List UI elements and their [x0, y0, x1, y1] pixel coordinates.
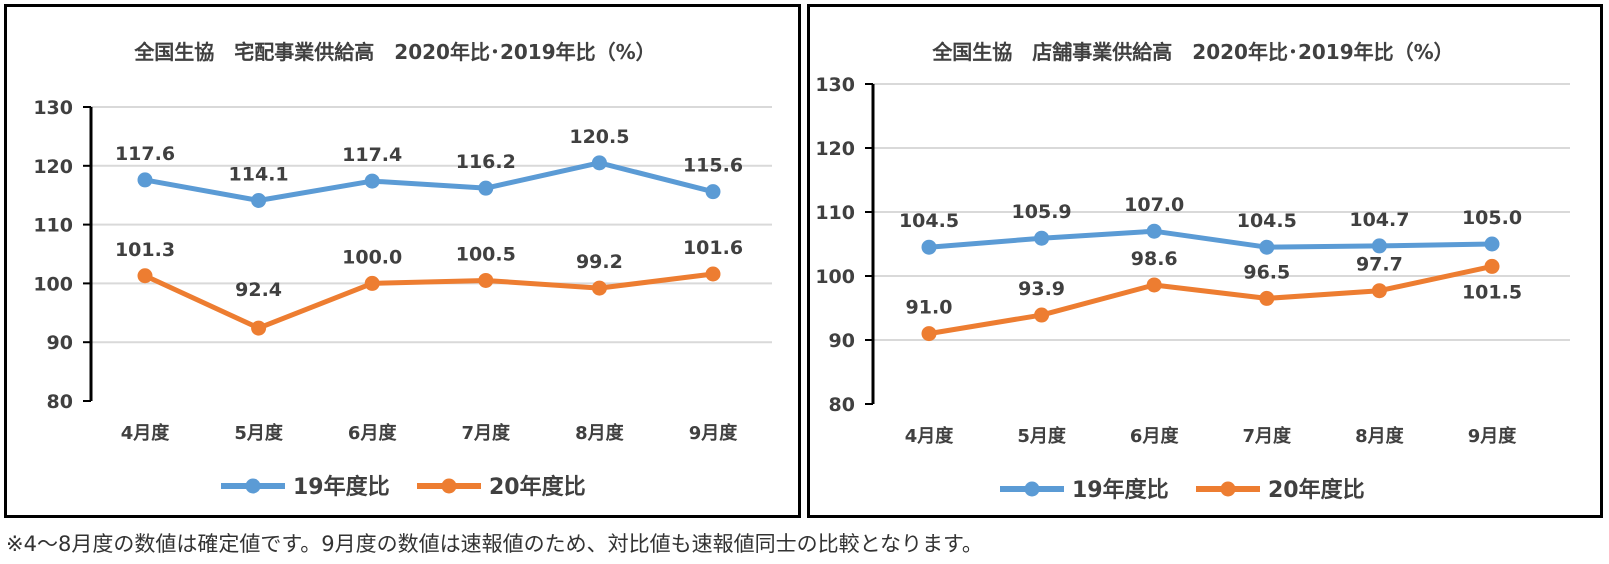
- data-label: 101.5: [1462, 281, 1522, 303]
- data-label: 99.2: [576, 251, 623, 273]
- data-point: [1484, 258, 1500, 274]
- data-point: [251, 192, 267, 208]
- y-tick-label: 130: [33, 97, 73, 119]
- data-point: [1146, 277, 1162, 293]
- data-label: 98.6: [1131, 248, 1178, 270]
- data-label: 105.9: [1012, 201, 1072, 223]
- data-point: [921, 326, 937, 342]
- x-tick-label: 9月度: [689, 422, 739, 444]
- data-point: [364, 173, 380, 189]
- data-label: 101.3: [115, 239, 175, 261]
- data-point: [478, 272, 494, 288]
- legend-marker: [1024, 481, 1040, 497]
- series-line-2: [928, 263, 1493, 337]
- x-tick-label: 9月度: [1468, 425, 1518, 447]
- data-point: [137, 268, 153, 284]
- data-label: 97.7: [1356, 254, 1403, 276]
- data-label: 104.5: [899, 210, 959, 232]
- data-point: [1371, 283, 1387, 299]
- data-label: 107.0: [1124, 194, 1184, 216]
- legend-label: 20年度比: [489, 474, 586, 500]
- data-point: [705, 184, 721, 200]
- y-tick-label: 100: [815, 266, 855, 288]
- data-point: [364, 275, 380, 291]
- data-point: [591, 155, 607, 171]
- data-label: 100.0: [342, 246, 402, 268]
- x-tick-label: 7月度: [462, 422, 512, 444]
- data-point: [591, 280, 607, 296]
- data-point: [1146, 223, 1162, 239]
- chart-title: 全国生協 宅配事業供給高 2020年比･2019年比（%）: [133, 40, 655, 64]
- x-tick-label: 5月度: [234, 422, 284, 444]
- data-label: 115.6: [683, 155, 743, 177]
- y-tick-label: 110: [33, 215, 73, 237]
- y-tick-label: 120: [33, 156, 73, 178]
- data-point: [1259, 239, 1275, 255]
- x-tick-label: 7月度: [1243, 425, 1293, 447]
- x-tick-label: 8月度: [575, 422, 625, 444]
- legend-marker: [1220, 481, 1236, 497]
- x-tick-label: 8月度: [1355, 425, 1405, 447]
- y-tick-label: 110: [815, 202, 855, 224]
- chart-title: 全国生協 店舗事業供給高 2020年比･2019年比（%）: [931, 40, 1453, 64]
- y-tick-label: 120: [815, 138, 855, 160]
- legend-label: 20年度比: [1268, 477, 1365, 503]
- data-label: 116.2: [456, 151, 516, 173]
- y-tick-label: 80: [47, 391, 73, 413]
- data-point: [1259, 290, 1275, 306]
- series-line-2: [143, 271, 714, 331]
- data-point: [1371, 238, 1387, 254]
- footnote: ※4～8月度の数値は確定値です。9月度の数値は速報値のため、対比値も速報値同士の…: [6, 532, 983, 556]
- data-label: 101.6: [683, 237, 743, 259]
- y-tick-label: 100: [33, 273, 73, 295]
- data-label: 100.5: [456, 243, 516, 265]
- y-tick-label: 80: [829, 394, 855, 416]
- data-point: [1034, 307, 1050, 323]
- data-point: [251, 320, 267, 336]
- data-point: [705, 266, 721, 282]
- x-tick-label: 4月度: [905, 425, 955, 447]
- data-label: 120.5: [569, 126, 629, 148]
- data-label: 96.5: [1243, 261, 1290, 283]
- x-tick-label: 6月度: [348, 422, 398, 444]
- delivery-chart: 全国生協 宅配事業供給高 2020年比･2019年比（%） 80 90 100 110 1…: [33, 40, 772, 500]
- data-point: [921, 239, 937, 255]
- y-tick-label: 90: [47, 332, 73, 354]
- y-tick-label: 130: [815, 74, 855, 96]
- data-label: 93.9: [1018, 278, 1065, 300]
- series-line-1: [928, 228, 1493, 250]
- data-point: [137, 172, 153, 188]
- data-point: [478, 180, 494, 196]
- data-label: 117.4: [342, 144, 402, 166]
- legend-marker: [245, 478, 261, 494]
- x-tick-label: 5月度: [1017, 425, 1067, 447]
- x-tick-label: 4月度: [121, 422, 171, 444]
- data-label: 91.0: [906, 297, 953, 319]
- legend-label: 19年度比: [1072, 477, 1169, 503]
- store-chart: 全国生協 店舗事業供給高 2020年比･2019年比（%） 80 90 100 110 1…: [815, 40, 1570, 503]
- legend-label: 19年度比: [293, 474, 390, 500]
- data-point: [1484, 236, 1500, 252]
- chart-panel-store: 全国生協 店舗事業供給高 2020年比･2019年比（%） 80 90 100 110 1…: [807, 4, 1603, 518]
- data-label: 104.5: [1237, 210, 1297, 232]
- data-label: 92.4: [235, 279, 282, 301]
- data-label: 104.7: [1349, 209, 1409, 231]
- y-tick-label: 90: [829, 330, 855, 352]
- series-line-1: [144, 160, 714, 203]
- data-label: 114.1: [229, 163, 289, 185]
- data-point: [1034, 230, 1050, 246]
- x-tick-label: 6月度: [1130, 425, 1180, 447]
- data-label: 105.0: [1462, 207, 1522, 229]
- chart-panel-delivery: 全国生協 宅配事業供給高 2020年比･2019年比（%） 80 90 100 110 1…: [4, 4, 801, 518]
- data-label: 117.6: [115, 143, 175, 165]
- legend-marker: [441, 478, 457, 494]
